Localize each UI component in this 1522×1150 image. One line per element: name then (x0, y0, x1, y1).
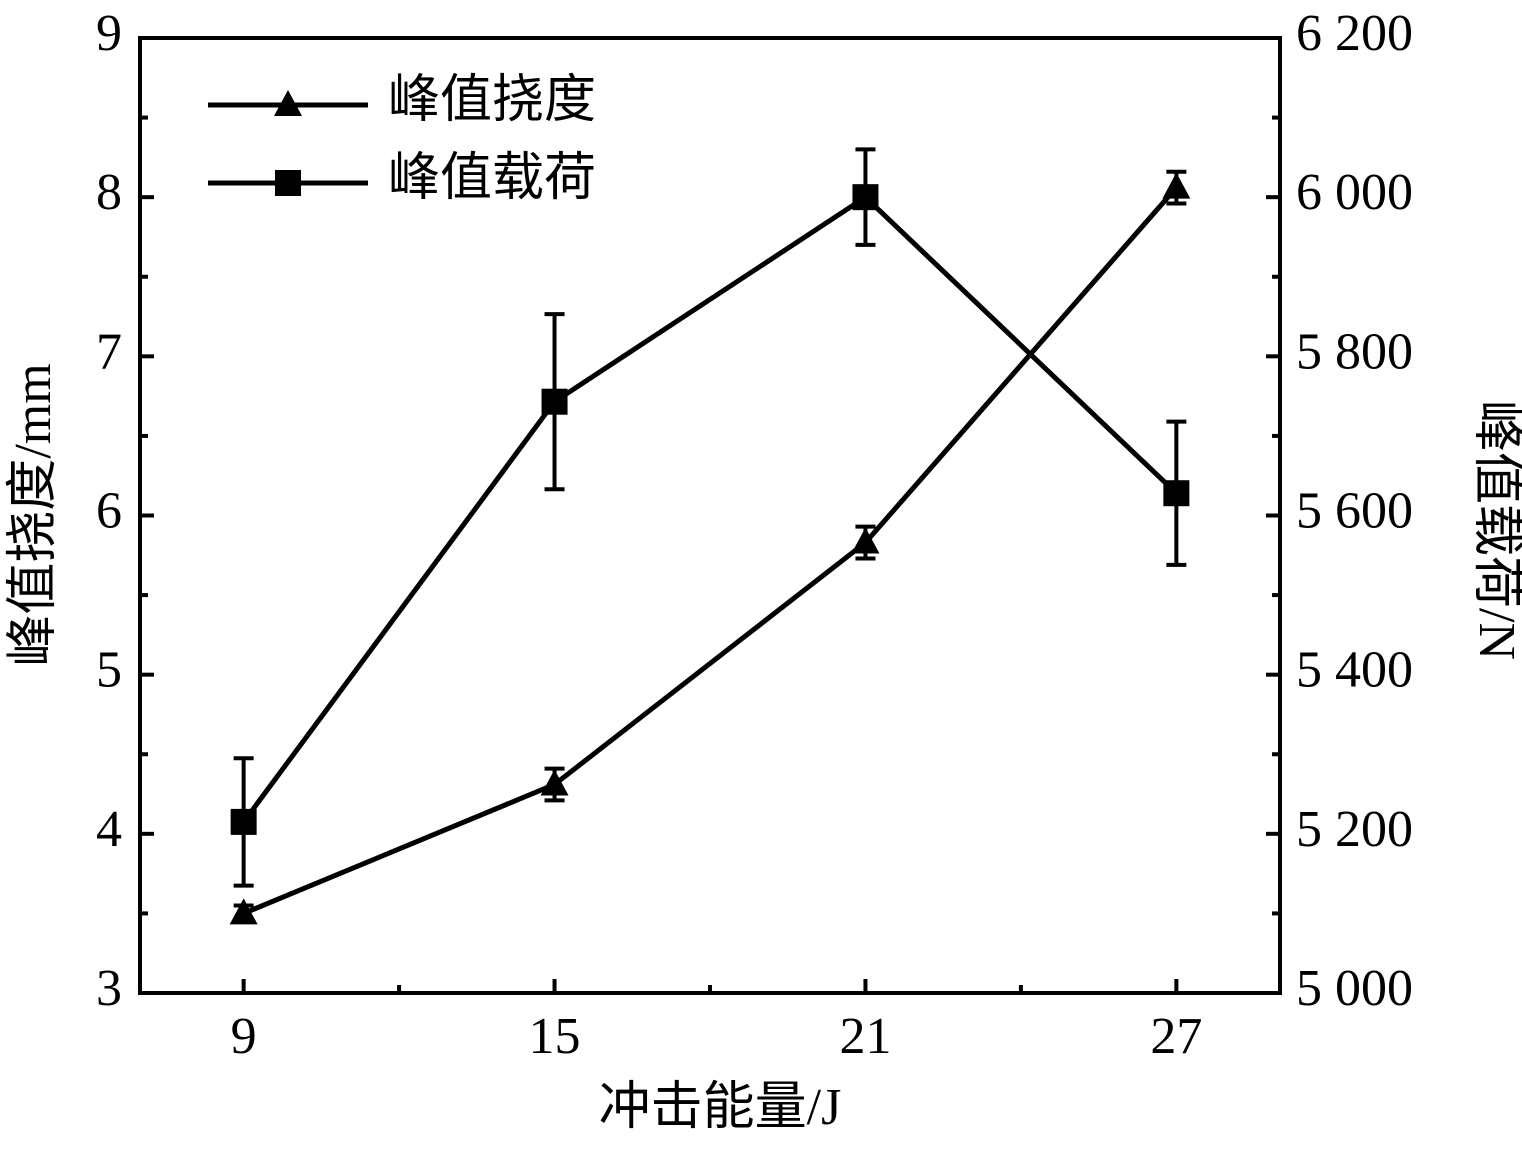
y-tick-label: 7 (96, 323, 122, 380)
y-tick-label: 4 (96, 801, 122, 858)
y-tick-label: 5 (96, 642, 122, 699)
y-tick-label: 9 (96, 5, 122, 62)
series-line (242, 185, 1179, 916)
marker (540, 769, 569, 796)
x-tick-label: 9 (231, 1008, 257, 1065)
marker (230, 808, 257, 835)
x-tick-label: 27 (1150, 1008, 1202, 1065)
y-tick-label: 3 (96, 960, 122, 1017)
marker (852, 184, 879, 211)
y-tick-label: 8 (96, 164, 122, 221)
y2-tick-label: 6 200 (1296, 5, 1413, 62)
y2-tick-label: 5 400 (1296, 642, 1413, 699)
y2-tick-label: 5 200 (1296, 801, 1413, 858)
x-tick-label: 21 (839, 1008, 891, 1065)
marker (541, 388, 568, 415)
y-tick-label: 6 (96, 482, 122, 539)
series-line (241, 193, 1179, 824)
y2-tick-label: 6 000 (1296, 164, 1413, 221)
legend-marker (275, 170, 301, 196)
y2-tick-label: 5 800 (1296, 323, 1413, 380)
y2-tick-label: 5 600 (1296, 482, 1413, 539)
legend-marker (274, 90, 302, 116)
x-tick-label: 15 (529, 1008, 581, 1065)
marker (1162, 172, 1191, 199)
legend-label: 峰值挠度 (388, 72, 596, 129)
marker (851, 527, 880, 554)
y2-tick-label: 5 000 (1296, 960, 1413, 1017)
y-axis-label: 峰值挠度/mm (5, 363, 62, 666)
y2-axis-label: 峰值载荷/N (1468, 400, 1522, 660)
marker (1163, 480, 1190, 507)
legend-label: 峰值载荷 (388, 150, 596, 207)
marker (229, 898, 258, 925)
x-axis-label: 冲击能量/J (599, 1079, 842, 1136)
